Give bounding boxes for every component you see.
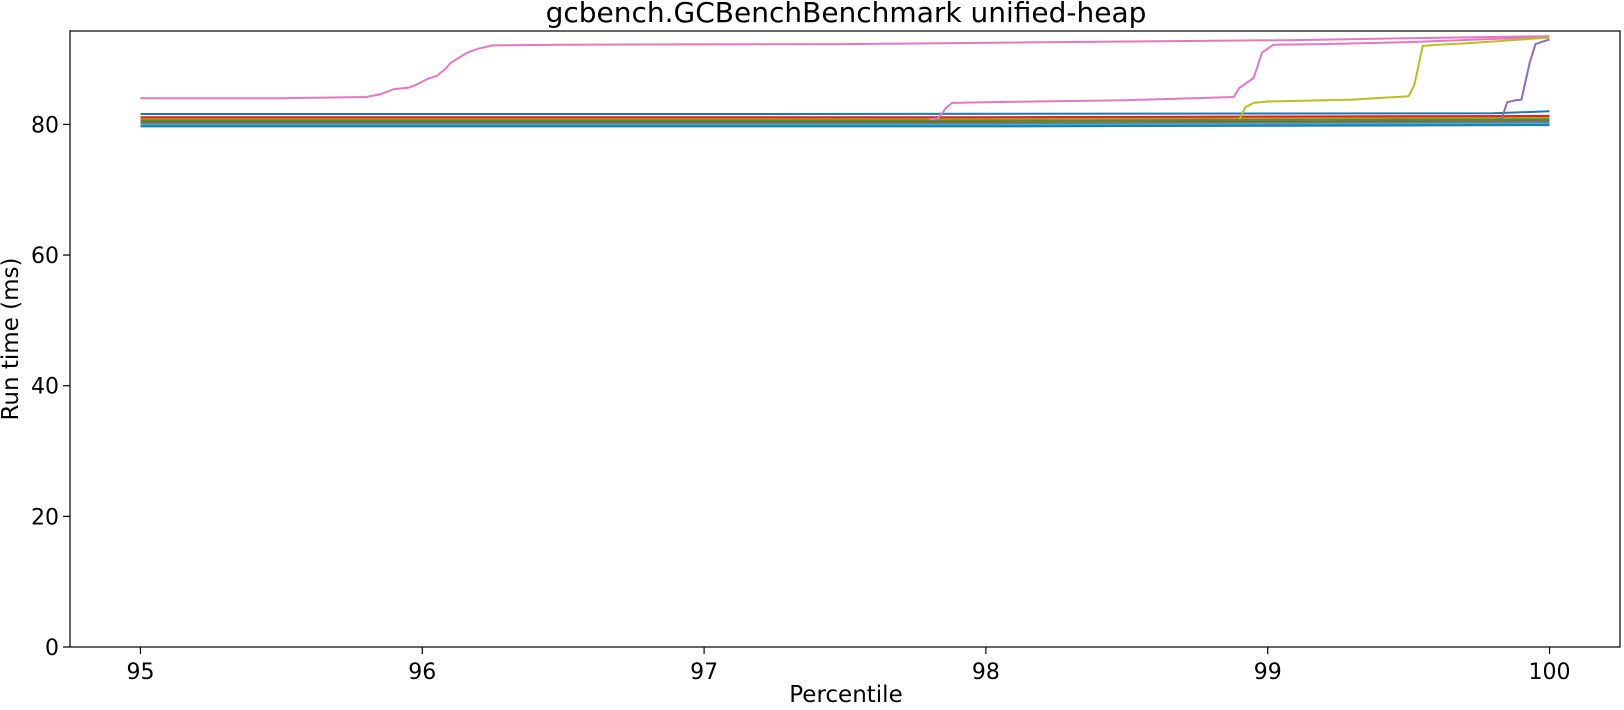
x-axis: 95 96 97 98 99 100 <box>126 647 1571 685</box>
series-line-7 <box>140 122 1550 127</box>
y-tick-label-1: 20 <box>31 505 59 530</box>
plot-frame <box>69 30 1621 648</box>
series-line-11 <box>1238 36 1550 120</box>
series-line-2 <box>140 116 1550 120</box>
chart-title: gcbench.GCBenchBenchmark unified-heap <box>546 0 1147 29</box>
series-line-5 <box>140 120 1550 124</box>
x-tick-label-1: 96 <box>408 660 436 685</box>
y-axis: 0 20 40 60 80 <box>31 113 70 661</box>
x-tick-label-0: 95 <box>126 660 154 685</box>
x-axis-label: Percentile <box>789 682 902 708</box>
series-layer <box>140 35 1550 128</box>
series-line-10 <box>929 35 1550 121</box>
series-line-8 <box>140 124 1550 128</box>
series-line-12 <box>1500 38 1550 119</box>
series-line-3 <box>140 118 1550 122</box>
y-axis-label: Run time (ms) <box>0 257 24 420</box>
series-line-6 <box>140 121 1550 125</box>
x-tick-label-4: 99 <box>1254 660 1282 685</box>
x-tick-label-5: 100 <box>1529 660 1571 685</box>
x-tick-label-3: 98 <box>972 660 1000 685</box>
series-line-4 <box>140 114 1550 119</box>
y-tick-label-0: 0 <box>45 636 59 661</box>
y-tick-label-2: 40 <box>31 375 59 400</box>
series-line-1 <box>140 110 1550 115</box>
y-tick-label-3: 60 <box>31 244 59 269</box>
series-line-9 <box>140 35 1550 100</box>
x-tick-label-2: 97 <box>690 660 718 685</box>
y-tick-label-4: 80 <box>31 113 59 138</box>
